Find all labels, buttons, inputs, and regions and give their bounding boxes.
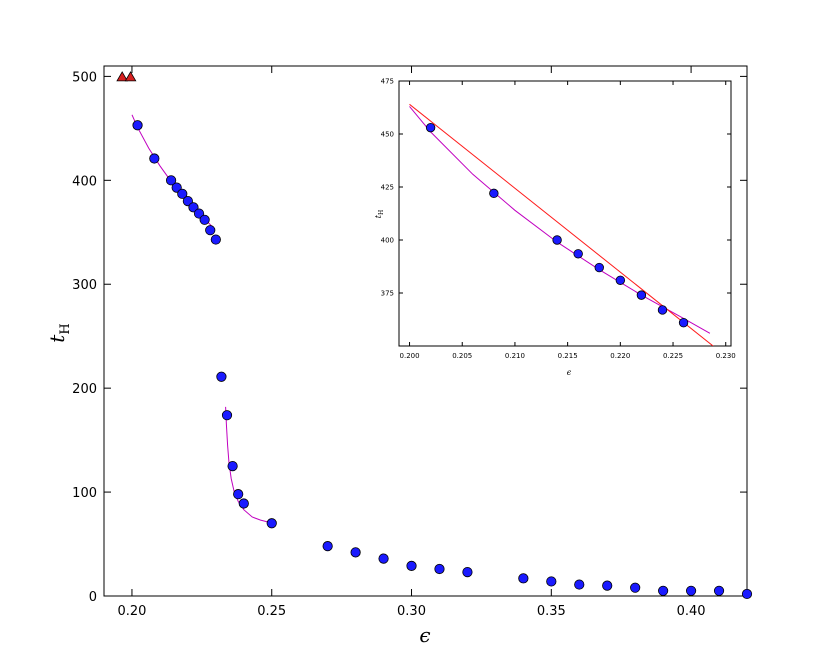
inset-background [399, 81, 731, 346]
data-point [233, 489, 244, 500]
data-point [518, 573, 529, 584]
data-point [406, 560, 417, 571]
data-point [630, 582, 641, 593]
data-point [546, 576, 557, 587]
data-point [594, 262, 604, 273]
x-tick-label: 0.225 [663, 352, 683, 360]
inset-ylabel: tH [374, 210, 385, 218]
data-point [221, 410, 233, 421]
x-tick-label: 0.215 [558, 352, 578, 360]
y-tick-label: 300 [72, 278, 97, 293]
y-tick-label: 450 [381, 131, 394, 139]
data-point-triangle [124, 71, 137, 82]
x-tick-label: 0.40 [677, 604, 706, 619]
data-point [177, 188, 188, 199]
y-tick-label: 400 [381, 237, 394, 245]
y-tick-label: 375 [381, 290, 394, 298]
inset-xlabel: ϵ [567, 368, 572, 377]
data-point [322, 541, 333, 552]
x-tick-label: 0.200 [400, 352, 420, 360]
x-tick-label: 0.30 [397, 604, 426, 619]
data-point [573, 249, 583, 259]
y-tick-label: 425 [381, 184, 394, 192]
y-tick-label: 475 [381, 78, 394, 86]
data-point [741, 588, 753, 600]
x-tick-label: 0.220 [610, 352, 630, 360]
data-point [210, 234, 221, 245]
main-xlabel: ϵ [419, 623, 430, 647]
main-data-points [116, 71, 753, 600]
data-point [657, 305, 668, 315]
main-plot-frame [103, 65, 748, 597]
data-point [165, 175, 177, 186]
main-plot: 0.20 0.25 0.30 0.35 0.40 0 100 200 300 400 500 ϵ t… [45, 65, 753, 647]
data-point [199, 214, 210, 225]
x-tick-label: 0.210 [505, 352, 525, 360]
data-point [238, 498, 249, 509]
inset-ylabel-subscript: H [378, 210, 385, 215]
data-point-triangle [116, 71, 129, 82]
data-point [216, 371, 227, 382]
data-point [205, 225, 216, 236]
data-point [462, 566, 473, 578]
data-point [132, 120, 143, 131]
data-point [350, 547, 361, 558]
y-tick-label: 400 [72, 174, 97, 189]
inset-plot: 0.200 0.205 0.210 0.215 0.220 0.225 0.230 375 40… [374, 78, 736, 378]
x-tick-label: 0.230 [716, 352, 736, 360]
data-point [227, 460, 238, 472]
data-point [602, 580, 613, 591]
data-point [149, 153, 160, 164]
inset-data-points [425, 122, 689, 328]
main-ylabel-subscript: H [58, 323, 73, 334]
data-point [636, 290, 647, 300]
y-tick-label: 500 [72, 70, 97, 85]
data-point [658, 585, 669, 596]
data-point [552, 235, 562, 245]
data-point [266, 518, 277, 529]
data-point [574, 579, 585, 590]
svg-text:tH: tH [374, 210, 385, 218]
main-ticks: 0.20 0.25 0.30 0.35 0.40 0 100 200 300 400 500 [72, 66, 747, 619]
y-tick-label: 0 [89, 590, 97, 605]
x-tick-label: 0.205 [452, 352, 472, 360]
data-point [425, 122, 436, 133]
x-tick-label: 0.20 [117, 604, 146, 619]
x-tick-label: 0.25 [257, 604, 286, 619]
x-tick-label: 0.35 [537, 604, 566, 619]
main-ylabel: tH [45, 323, 73, 342]
data-point [713, 585, 725, 596]
y-tick-label: 200 [72, 382, 97, 397]
data-point [678, 317, 689, 328]
data-point [434, 563, 445, 575]
data-point [615, 275, 626, 285]
data-point [489, 188, 499, 199]
y-tick-label: 100 [72, 486, 97, 501]
svg-text:tH: tH [45, 323, 73, 342]
inset-ticks: 0.200 0.205 0.210 0.215 0.220 0.225 0.230 375 40… [381, 78, 736, 361]
inset-plot-frame [398, 80, 732, 347]
data-point [685, 585, 697, 596]
data-point [378, 553, 389, 564]
